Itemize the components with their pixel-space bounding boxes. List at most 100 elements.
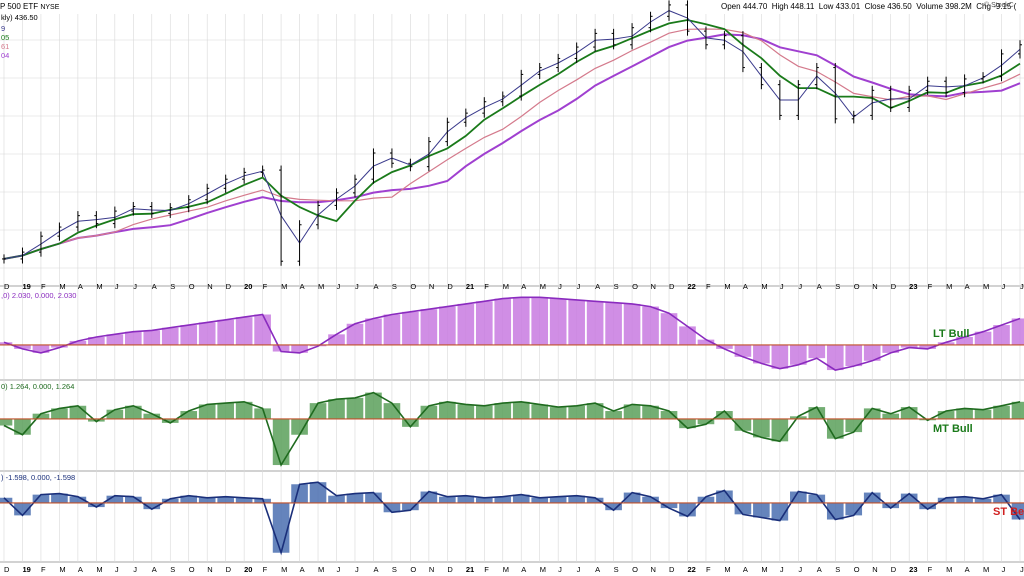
- lt-histogram-bar: [217, 319, 234, 345]
- lt-histogram-bar: [549, 298, 567, 345]
- st-histogram-bar: [457, 495, 475, 503]
- lt-histogram-bar: [956, 336, 973, 345]
- x-tick-label: M: [946, 565, 952, 574]
- mt-histogram-bar: [32, 413, 50, 419]
- mt-histogram-bar: [771, 418, 789, 442]
- x-tick-label: F: [41, 282, 46, 291]
- ohlc-open-value: 444.70: [742, 2, 768, 11]
- st-histogram-bar: [586, 497, 604, 503]
- lt-histogram-bar: [790, 344, 807, 365]
- x-tick-label: D: [226, 282, 232, 291]
- mt-histogram-bar: [826, 418, 844, 439]
- st-histogram-bar: [161, 498, 179, 503]
- x-tick-label: 21: [466, 565, 474, 574]
- lt-histogram-bar: [124, 331, 142, 345]
- mt-histogram-bar: [254, 408, 271, 419]
- mt-signal-label: MT Bull: [933, 423, 973, 435]
- lt-histogram-bar: [161, 327, 179, 345]
- ohlc-readout: Open 444.70 High 448.11 Low 433.01 Close…: [721, 2, 1016, 11]
- x-tick-label: J: [577, 282, 581, 291]
- x-tick-label: N: [207, 565, 212, 574]
- x-tick-label: M: [503, 565, 509, 574]
- x-tick-label: J: [337, 565, 341, 574]
- mt-histogram-bar: [716, 411, 733, 419]
- mt-histogram-bar: [697, 418, 715, 425]
- ohlc-volume-value: 398.2M: [945, 2, 972, 11]
- lt-oscillator-line: [3, 296, 1021, 371]
- lt-histogram-bar: [291, 344, 308, 353]
- st-histogram-bar: [1011, 502, 1024, 520]
- st-histogram-bar: [494, 496, 512, 503]
- lt-histogram-bar: [88, 336, 105, 345]
- mt-histogram-bar: [346, 397, 364, 419]
- lt-histogram-bar: [475, 301, 493, 345]
- ohlc-chg-value: -9.15 (: [993, 2, 1017, 11]
- x-tick-label: A: [373, 565, 378, 574]
- st-histogram-bar: [143, 502, 161, 510]
- lt-histogram-bar: [198, 322, 216, 345]
- lt-histogram-bar: [716, 344, 733, 349]
- ma3-line: [3, 28, 1021, 260]
- st-histogram-bar: [993, 494, 1010, 503]
- lt-histogram-bar: [826, 344, 844, 371]
- x-tick-label: A: [595, 282, 600, 291]
- x-tick-label: 22: [687, 565, 695, 574]
- lt-histogram-bar: [457, 303, 475, 345]
- x-tick-label: M: [96, 565, 102, 574]
- x-tick-label: F: [484, 565, 489, 574]
- lt-histogram-bar: [937, 342, 955, 345]
- st-histogram-bar: [845, 502, 863, 516]
- lt-histogram-bar: [180, 325, 198, 345]
- st-histogram-bar: [974, 498, 992, 503]
- x-tick-label: M: [761, 282, 767, 291]
- mt-histogram-bar: [863, 408, 881, 419]
- x-tick-label: F: [928, 565, 933, 574]
- lt-histogram-bar: [235, 317, 253, 345]
- x-tick-label: D: [891, 282, 897, 291]
- x-tick-label: A: [373, 282, 378, 291]
- lt-histogram-bar: [771, 344, 789, 369]
- lt-histogram-bar: [32, 344, 50, 353]
- st-histogram-bar: [882, 502, 900, 509]
- mt-histogram-bar: [679, 418, 696, 429]
- mt-histogram-bar: [161, 418, 179, 423]
- x-tick-label: A: [521, 565, 526, 574]
- mt-histogram-bar: [51, 408, 68, 419]
- st-histogram-bar: [106, 495, 124, 503]
- mt-histogram-bar: [660, 411, 678, 419]
- x-tick-label: D: [4, 565, 10, 574]
- ma1-line: [3, 10, 1021, 260]
- st-histogram-bar: [919, 502, 936, 510]
- st-histogram-bar: [439, 496, 456, 503]
- price-legend: kly) 436.50: [1, 13, 38, 22]
- mt-histogram-bar: [402, 418, 419, 427]
- x-tick-label: O: [189, 282, 195, 291]
- x-tick-label: D: [226, 565, 232, 574]
- ma2-legend: 05: [1, 33, 10, 42]
- mt-histogram-bar: [309, 403, 327, 419]
- x-tick-label: 19: [22, 282, 30, 291]
- x-tick-label: A: [300, 565, 305, 574]
- mt-histogram-bar: [993, 405, 1010, 419]
- st-histogram-bar: [826, 502, 844, 520]
- x-tick-label: A: [78, 565, 83, 574]
- x-tick-label: A: [300, 282, 305, 291]
- x-tick-label: N: [872, 282, 877, 291]
- x-tick-label: 20: [244, 565, 252, 574]
- lt-histogram-bar: [402, 311, 419, 345]
- mt-histogram-bar: [291, 418, 308, 435]
- lt-histogram-bar: [568, 299, 585, 345]
- x-tick-label: M: [318, 282, 324, 291]
- st-histogram-bar: [51, 493, 68, 503]
- st-histogram-bar: [697, 496, 715, 503]
- mt-histogram-bar: [531, 404, 549, 419]
- lt-histogram-bar: [660, 313, 678, 345]
- st-histogram-bar: [217, 496, 234, 503]
- x-tick-label: F: [706, 565, 711, 574]
- ohlc-volume-label: Volume: [916, 2, 943, 11]
- x-tick-label: A: [521, 282, 526, 291]
- x-tick-label: S: [170, 282, 175, 291]
- x-tick-label: A: [817, 565, 822, 574]
- x-tick-label: 23: [909, 565, 917, 574]
